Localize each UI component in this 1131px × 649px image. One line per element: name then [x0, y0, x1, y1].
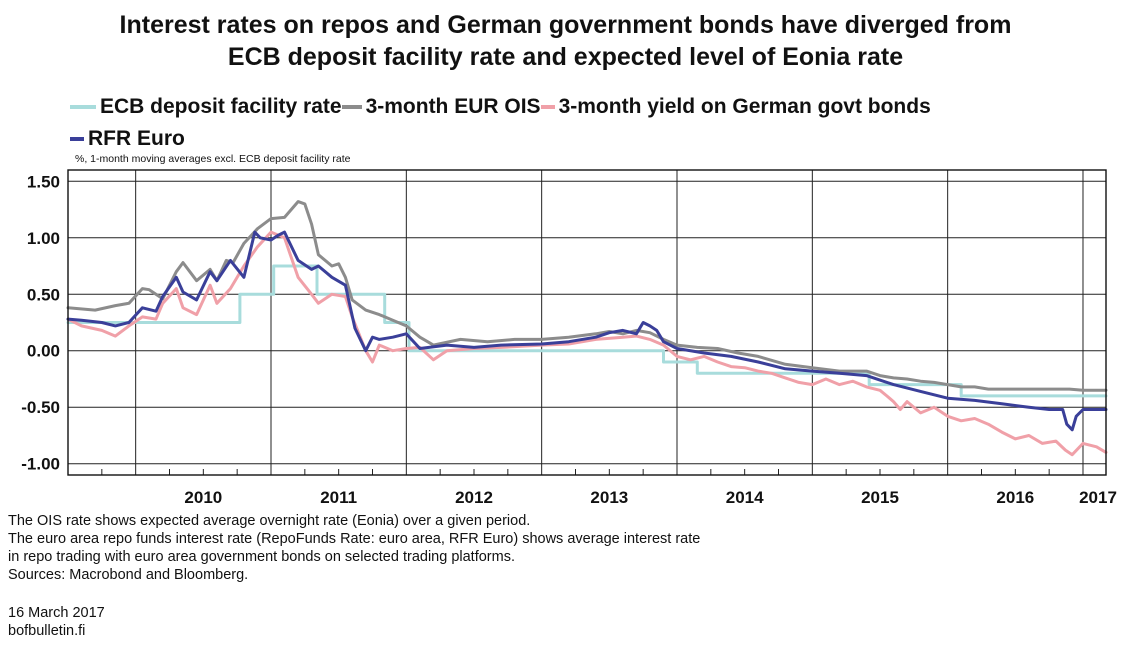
- y-tick-label: 1.00: [27, 229, 60, 248]
- x-tick-label: 2010: [184, 488, 222, 507]
- chart-title-line-2: ECB deposit facility rate and expected l…: [227, 43, 904, 71]
- series-line-ecb-deposit: [66, 264, 1108, 398]
- legend-item-ois: 3-month EUR OIS: [341, 95, 541, 119]
- footer-note-3: in repo trading with euro area governmen…: [8, 549, 515, 565]
- series-line-german-yield: [66, 230, 1108, 457]
- x-tick-label: 2017: [1079, 488, 1117, 507]
- x-tick-label: 2015: [861, 488, 899, 507]
- plot-frame: [67, 169, 1107, 476]
- legend-label-rfr: RFR Euro: [88, 127, 185, 150]
- footer-date: 16 March 2017: [8, 605, 105, 621]
- x-tick-label: 2013: [590, 488, 628, 507]
- y-tick-label: 1.50: [27, 172, 60, 191]
- y-tick-label: -0.50: [21, 398, 60, 417]
- legend-label-ecb: ECB deposit facility rate: [100, 95, 342, 118]
- legend-swatch-ecb: [70, 105, 96, 109]
- legend-label-german: 3-month yield on German govt bonds: [558, 95, 931, 118]
- legend-item-ecb-deposit: ECB deposit facility rate: [70, 95, 342, 119]
- y-tick-label: -1.00: [21, 455, 60, 474]
- series-line-rfr-euro: [66, 230, 1108, 432]
- x-tick-label: 2011: [320, 488, 357, 507]
- y-tick-label: 0.00: [27, 342, 60, 361]
- legend-item-rfr: RFR Euro: [70, 127, 185, 151]
- footer-site: bofbulletin.fi: [8, 623, 86, 639]
- line-chart: 1.50 1.00 0.50 0.00 -0.50 -1.00 2010 2011 2012 20…: [21, 169, 1117, 507]
- footer-note-2: The euro area repo funds interest rate (…: [8, 531, 701, 547]
- chart-title-line-1: Interest rates on repos and German gover…: [119, 11, 1012, 39]
- legend-swatch-ois: [341, 105, 362, 109]
- legend-row-2: RFR Euro: [70, 123, 185, 151]
- legend-label-ois: 3-month EUR OIS: [365, 95, 541, 118]
- footer-sources: Sources: Macrobond and Bloomberg.: [8, 567, 249, 583]
- x-tick-label: 2012: [455, 488, 493, 507]
- x-tick-label: 2016: [996, 488, 1034, 507]
- y-tick-label: 0.50: [27, 285, 60, 304]
- legend-item-german-yield: 3-month yield on German govt bonds: [540, 95, 931, 119]
- x-tick-label: 2014: [726, 488, 764, 507]
- footer-note-1: The OIS rate shows expected average over…: [8, 513, 531, 529]
- legend-swatch-rfr: [70, 137, 84, 141]
- legend-swatch-german: [540, 105, 555, 109]
- legend-row-1: ECB deposit facility rate 3-month EUR OIS…: [70, 91, 931, 119]
- unit-note: %, 1-month moving averages excl. ECB dep…: [75, 153, 351, 165]
